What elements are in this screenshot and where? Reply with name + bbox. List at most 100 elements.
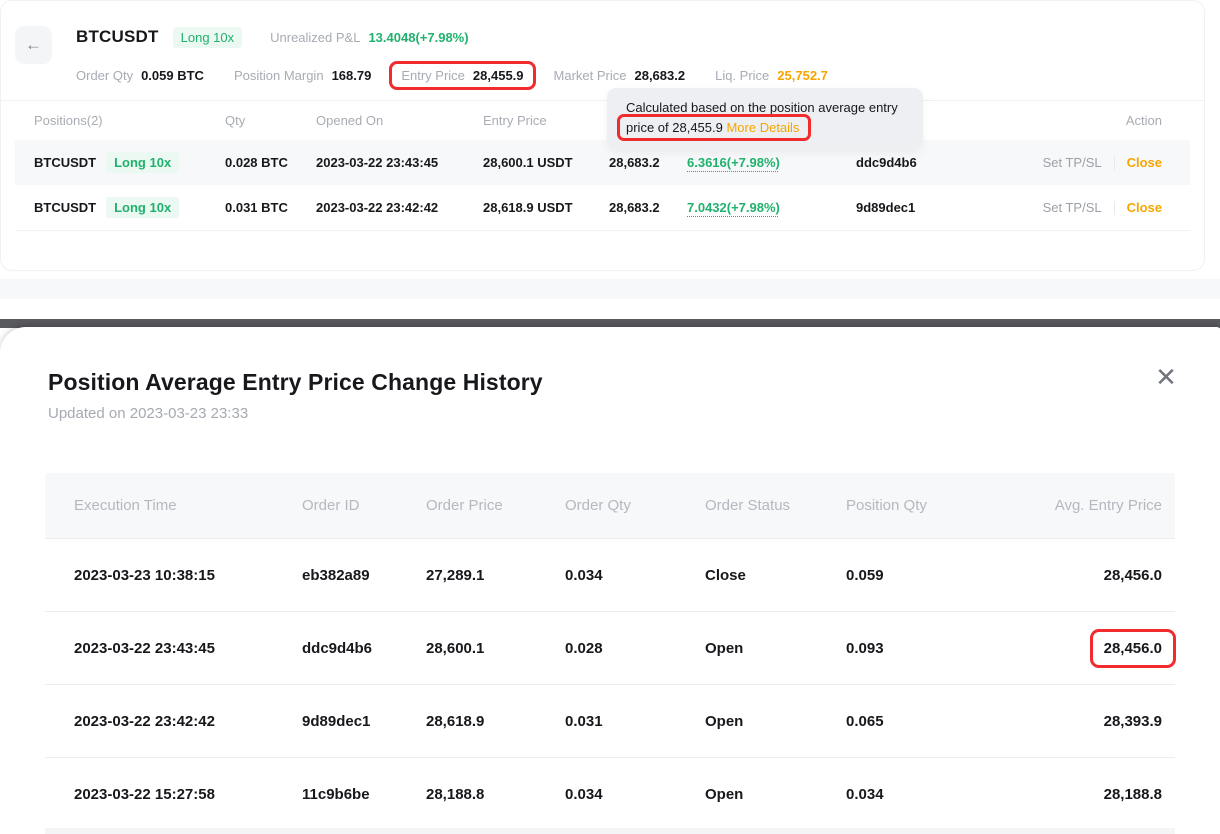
history-row: 2023-03-22 15:27:58 11c9b6be 28,188.8 0.… — [45, 757, 1175, 830]
position-margin-label: Position Margin — [233, 67, 324, 83]
history-row: 2023-03-22 23:42:42 9d89dec1 28,618.9 0.… — [45, 684, 1175, 757]
action-separator — [1113, 200, 1115, 215]
cell-time: 2023-03-22 23:43:45 — [74, 639, 215, 657]
position-margin-value: 168.79 — [331, 67, 372, 83]
modal-close-button[interactable]: ✕ — [1148, 359, 1184, 395]
cell-order-id: ddc9d4b6 — [302, 639, 373, 657]
tooltip-line1: Calculated based on the position average… — [626, 100, 898, 115]
market-price-label: Market Price — [553, 67, 627, 83]
cell-order-price: 28,188.8 — [426, 785, 485, 803]
cell-order-status: Open — [705, 785, 744, 803]
liq-price-stat: Liq. Price 25,752.7 — [715, 68, 828, 83]
position-summary: ← BTCUSDT Long 10x Unrealized P&L 13.404… — [1, 1, 1204, 100]
cell-position-qty: 0.093 — [846, 639, 884, 657]
row-entry: 28,600.1 USDT — [483, 155, 573, 170]
row-pnl-link[interactable]: 6.3616(+7.98%) — [687, 155, 780, 170]
row-order-id: ddc9d4b6 — [856, 155, 917, 170]
order-qty-label: Order Qty — [76, 67, 134, 83]
back-button[interactable]: ← — [15, 26, 52, 64]
cell-order-status: Open — [705, 639, 744, 657]
page-background-strip — [0, 279, 1220, 299]
position-row: BTCUSDT Long 10x 0.031 BTC 2023-03-22 23… — [15, 185, 1190, 230]
col-qty: Qty — [225, 113, 246, 128]
cell-order-qty: 0.034 — [565, 566, 603, 584]
avg-entry-price-history-modal: Position Average Entry Price Change Hist… — [0, 327, 1220, 834]
positions-table-header: Positions(2) Qty Opened On Entry Price A… — [15, 101, 1190, 140]
modal-backdrop — [0, 319, 1220, 328]
col-positions: Positions(2) — [34, 113, 103, 128]
row-qty: 0.028 BTC — [225, 155, 288, 170]
row-market: 28,683.2 — [609, 155, 660, 170]
history-row: 2023-03-22 23:43:45 ddc9d4b6 28,600.1 0.… — [45, 611, 1177, 684]
col-avg-entry-price: Avg. Entry Price — [1054, 497, 1162, 514]
symbol-title: BTCUSDT — [76, 27, 159, 46]
set-tpsl-button[interactable]: Set TP/SL — [1042, 200, 1102, 215]
col-order-qty: Order Qty — [565, 497, 631, 514]
close-position-button[interactable]: Close — [1126, 155, 1162, 170]
cell-order-price: 28,600.1 — [426, 639, 485, 657]
cell-position-qty: 0.065 — [846, 712, 884, 730]
col-order-price: Order Price — [426, 497, 503, 514]
row-qty: 0.031 BTC — [225, 200, 288, 215]
history-row: 2023-03-23 10:38:15 eb382a89 27,289.1 0.… — [45, 538, 1175, 611]
position-detail-card: ← BTCUSDT Long 10x Unrealized P&L 13.404… — [0, 0, 1205, 271]
cell-order-status: Close — [705, 566, 746, 584]
col-execution-time: Execution Time — [74, 497, 177, 514]
cell-avg-entry: 28,188.8 — [1103, 785, 1162, 803]
positions-table: Positions(2) Qty Opened On Entry Price A… — [15, 101, 1190, 231]
cropped-next-section — [45, 828, 1175, 834]
cell-order-qty: 0.034 — [565, 785, 603, 803]
market-price-stat: Market Price 28,683.2 — [554, 68, 686, 83]
cell-order-id: eb382a89 — [302, 566, 370, 584]
avg-entry-annotation-box: 28,456.0 — [1089, 628, 1177, 668]
cell-order-price: 28,618.9 — [426, 712, 485, 730]
cell-order-id: 11c9b6be — [302, 785, 370, 803]
close-position-button[interactable]: Close — [1126, 200, 1162, 215]
entry-price-label: Entry Price — [401, 67, 465, 83]
col-action: Action — [1125, 113, 1162, 128]
row-symbol: BTCUSDT — [34, 200, 97, 215]
history-table: Execution Time Order ID Order Price Orde… — [45, 473, 1177, 830]
entry-price-value: 28,455.9 — [472, 67, 524, 83]
history-table-header: Execution Time Order ID Order Price Orde… — [45, 473, 1175, 538]
position-row: BTCUSDT Long 10x 0.028 BTC 2023-03-22 23… — [15, 140, 1190, 185]
cell-order-price: 27,289.1 — [426, 566, 485, 584]
row-opened: 2023-03-22 23:42:42 — [316, 200, 439, 215]
modal-updated-timestamp: Updated on 2023-03-23 23:33 — [48, 405, 249, 422]
action-separator — [1113, 155, 1115, 170]
row-order-id: 9d89dec1 — [856, 200, 916, 215]
row-pnl-link[interactable]: 7.0432(+7.98%) — [687, 200, 780, 215]
tooltip-caret — [705, 148, 723, 157]
row-entry: 28,618.9 USDT — [483, 200, 573, 215]
col-entry-price: Entry Price — [483, 113, 547, 128]
more-details-link[interactable]: More Details — [726, 120, 800, 135]
cell-order-qty: 0.028 — [565, 639, 603, 657]
cell-time: 2023-03-22 15:27:58 — [74, 785, 215, 803]
cell-order-qty: 0.031 — [565, 712, 603, 730]
row-market: 28,683.2 — [609, 200, 660, 215]
cell-time: 2023-03-22 23:42:42 — [74, 712, 215, 730]
row-side-badge: Long 10x — [106, 197, 180, 218]
market-price-value: 28,683.2 — [634, 67, 686, 83]
cell-order-id: 9d89dec1 — [302, 712, 371, 730]
cell-avg-entry: 28,393.9 — [1103, 712, 1162, 730]
col-opened-on: Opened On — [316, 113, 384, 128]
liq-price-label: Liq. Price — [715, 67, 770, 83]
side-leverage-badge: Long 10x — [172, 26, 243, 48]
entry-price-stat-annotation-box: Entry Price 28,455.9 — [389, 60, 536, 90]
modal-title: Position Average Entry Price Change Hist… — [48, 369, 543, 395]
close-icon: ✕ — [1155, 362, 1177, 392]
tooltip-line2-annotation-box: price of 28,455.9 More Details — [616, 114, 812, 141]
row-side-badge: Long 10x — [106, 152, 180, 173]
unrealized-pnl-value: 13.4048(+7.98%) — [368, 29, 469, 45]
cell-position-qty: 0.034 — [846, 785, 884, 803]
cell-avg-entry: 28,456.0 — [1103, 639, 1162, 657]
section-divider — [1, 100, 1204, 101]
col-order-status: Order Status — [705, 497, 791, 514]
row-opened: 2023-03-22 23:43:45 — [316, 155, 439, 170]
table-bottom-divider — [15, 230, 1190, 231]
cell-order-status: Open — [705, 712, 744, 730]
set-tpsl-button[interactable]: Set TP/SL — [1042, 155, 1102, 170]
tooltip-line2-text: price of 28,455.9 — [626, 120, 727, 135]
cell-avg-entry: 28,456.0 — [1103, 566, 1162, 584]
